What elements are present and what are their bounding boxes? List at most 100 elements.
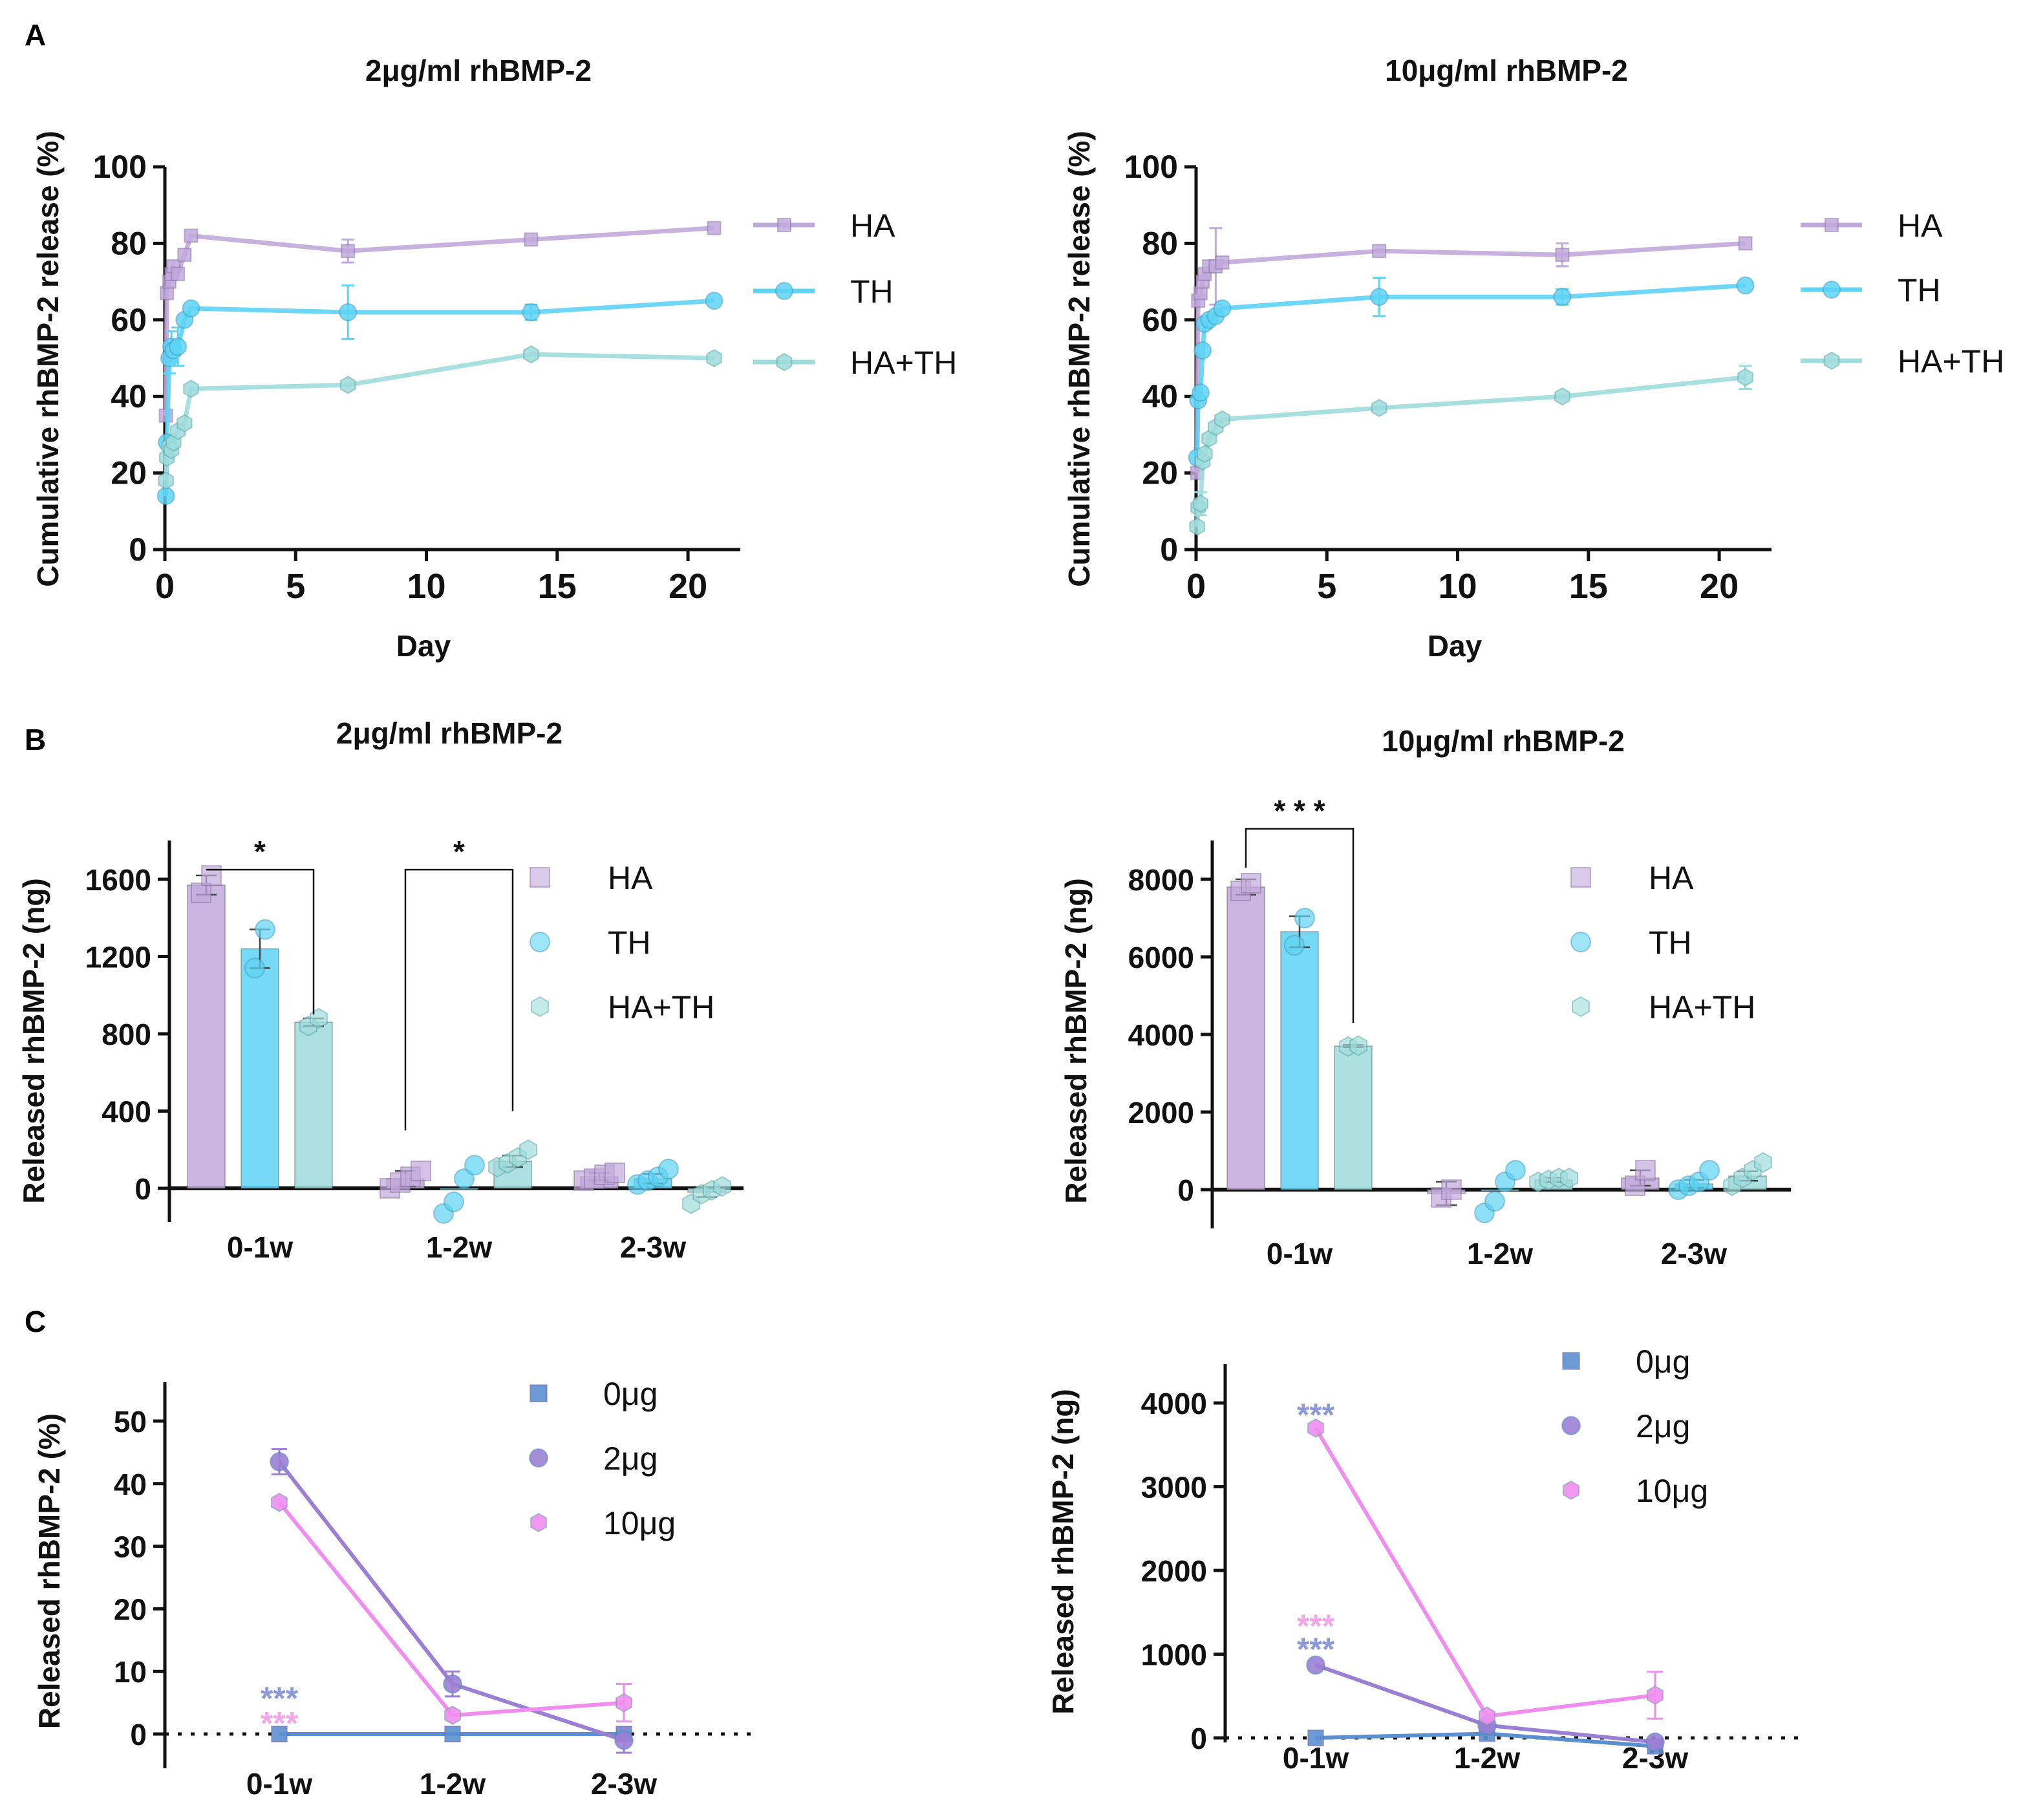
data-point bbox=[454, 1168, 475, 1190]
y-tick-label: 0 bbox=[1190, 1722, 1207, 1755]
x-tick-label: 1-2w bbox=[1467, 1237, 1533, 1270]
data-point bbox=[339, 376, 356, 394]
data-point bbox=[1241, 873, 1261, 894]
legend-marker bbox=[776, 352, 793, 372]
data-point bbox=[310, 1007, 328, 1029]
y-tick-label: 400 bbox=[102, 1095, 151, 1129]
data-point bbox=[523, 345, 539, 364]
x-tick-label: 0 bbox=[1186, 567, 1206, 606]
x-axis-label: Day bbox=[396, 629, 451, 663]
y-tick-label: 0 bbox=[134, 1172, 151, 1206]
data-point bbox=[158, 471, 174, 490]
legend-label: 0μg bbox=[1636, 1344, 1690, 1380]
y-tick-label: 40 bbox=[114, 1468, 147, 1501]
chart-title: 10μg/ml rhBMP-2 bbox=[1382, 724, 1625, 758]
data-point bbox=[1478, 1706, 1496, 1726]
data-point bbox=[341, 244, 356, 259]
legend-label: TH bbox=[850, 273, 894, 310]
x-tick-label: 10 bbox=[1439, 567, 1477, 606]
x-tick-label: 20 bbox=[1700, 567, 1739, 606]
data-point bbox=[1307, 1729, 1324, 1746]
legend-label: 2μg bbox=[1636, 1408, 1690, 1444]
bracket-line bbox=[1245, 828, 1354, 1023]
legend-marker bbox=[777, 218, 791, 232]
data-point bbox=[519, 1139, 537, 1161]
chart-title: 2μg/ml rhBMP-2 bbox=[336, 716, 562, 750]
data-point bbox=[1371, 398, 1387, 418]
legend-label: TH bbox=[1649, 925, 1692, 961]
y-tick-label: 800 bbox=[102, 1018, 151, 1051]
bar bbox=[241, 948, 279, 1189]
legend-label: HA bbox=[608, 860, 653, 896]
data-point bbox=[713, 1175, 731, 1197]
significance-bracket: * bbox=[404, 835, 514, 1131]
series-ha-th bbox=[1189, 365, 1753, 536]
legend-label: HA+TH bbox=[850, 345, 957, 381]
y-tick-label: 60 bbox=[111, 302, 147, 338]
data-point bbox=[1194, 341, 1212, 360]
legend-label: TH bbox=[1898, 272, 1941, 308]
legend-label: 10μg bbox=[603, 1505, 676, 1541]
data-point bbox=[705, 292, 723, 310]
data-point bbox=[464, 1155, 485, 1176]
x-tick-label: 2-3w bbox=[1661, 1237, 1727, 1270]
chart-b-right: 10μg/ml rhBMP-2 Released rhBMP-2 (ng) 0 200… bbox=[1059, 724, 1791, 1270]
x-tick-label: 15 bbox=[538, 567, 577, 606]
y-tick-label: 80 bbox=[111, 225, 147, 261]
significance-annotation: *** bbox=[261, 1680, 299, 1717]
data-point bbox=[270, 1451, 289, 1472]
x-tick-label: 0-1w bbox=[227, 1230, 293, 1264]
data-point bbox=[1699, 1160, 1720, 1181]
data-point bbox=[1215, 255, 1230, 270]
legend-label: 0μg bbox=[603, 1376, 658, 1412]
chart-c-right: Released rhBMP-2 (ng) 0 1000 2000 3000 4000 0-… bbox=[1046, 1344, 1804, 1775]
y-tick-label: 0 bbox=[130, 1718, 147, 1751]
data-point bbox=[707, 220, 722, 235]
significance-label: * bbox=[453, 835, 465, 868]
series-ha bbox=[158, 220, 722, 423]
data-point bbox=[1213, 299, 1232, 318]
chart-title: 10μg/ml rhBMP-2 bbox=[1385, 54, 1628, 87]
x-tick-label: 0-1w bbox=[1267, 1237, 1333, 1270]
y-axis-label: Released rhBMP-2 (ng) bbox=[17, 878, 50, 1204]
y-tick-label: 60 bbox=[1142, 302, 1178, 338]
legend-marker bbox=[1572, 996, 1590, 1018]
y-tick-label: 100 bbox=[93, 149, 147, 185]
chart-a-right: 10μg/ml rhBMP-2 Cumulative rhBMP-2 releas… bbox=[1062, 54, 2004, 663]
y-tick-label: 20 bbox=[111, 455, 147, 491]
chart-b-left: 2μg/ml rhBMP-2 Released rhBMP-2 (ng) 0 400 8… bbox=[17, 716, 744, 1264]
data-point bbox=[184, 228, 198, 243]
y-axis-label: Released rhBMP-2 (%) bbox=[32, 1413, 66, 1729]
x-tick-label: 1-2w bbox=[420, 1767, 486, 1801]
y-tick-label: 4000 bbox=[1128, 1018, 1194, 1052]
data-point bbox=[522, 303, 541, 321]
legend-marker bbox=[1561, 1416, 1581, 1435]
x-tick-label: 5 bbox=[1317, 567, 1336, 606]
y-tick-label: 40 bbox=[111, 378, 147, 414]
data-point bbox=[1284, 935, 1305, 956]
y-axis-label: Released rhBMP-2 (ng) bbox=[1046, 1389, 1080, 1715]
x-tick-label: 1-2w bbox=[426, 1230, 492, 1264]
legend-marker bbox=[530, 932, 550, 952]
legend-marker bbox=[530, 1512, 548, 1533]
data-point bbox=[1736, 276, 1755, 295]
x-tick-label: 5 bbox=[286, 567, 305, 606]
data-point bbox=[706, 348, 722, 368]
data-point bbox=[1635, 1160, 1656, 1181]
y-axis-label: Cumulative rhBMP-2 release (%) bbox=[1062, 131, 1096, 587]
data-point bbox=[443, 1674, 462, 1694]
panel-letter-c: C bbox=[25, 1305, 46, 1338]
significance-label: * bbox=[254, 835, 266, 868]
y-tick-label: 30 bbox=[114, 1530, 147, 1564]
legend-marker bbox=[531, 996, 549, 1018]
data-point bbox=[1555, 248, 1570, 262]
legend-marker bbox=[1562, 1480, 1580, 1501]
data-point bbox=[1554, 387, 1570, 406]
y-tick-label: 8000 bbox=[1128, 863, 1194, 897]
x-tick-label: 15 bbox=[1569, 567, 1608, 606]
data-point bbox=[1441, 1179, 1462, 1200]
legend-marker bbox=[529, 1448, 548, 1468]
legend-marker bbox=[775, 282, 793, 300]
legend-label: HA bbox=[1898, 208, 1943, 244]
y-axis-label: Released rhBMP-2 (ng) bbox=[1059, 878, 1093, 1204]
